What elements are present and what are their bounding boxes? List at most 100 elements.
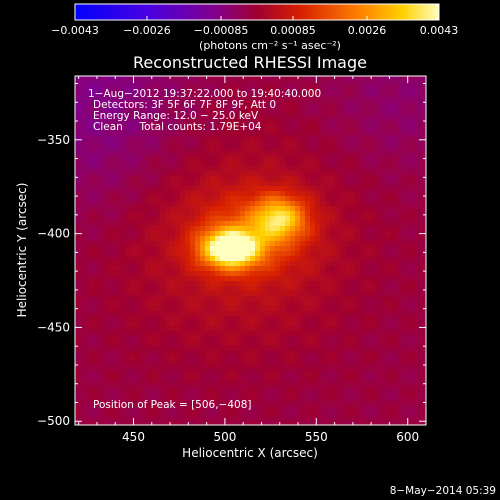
- heatmap-cell: [395, 186, 400, 191]
- heatmap-cell: [220, 391, 225, 396]
- heatmap-cell: [340, 336, 345, 341]
- heatmap-cell: [305, 346, 310, 351]
- heatmap-cell: [220, 311, 225, 316]
- heatmap-cell: [215, 356, 220, 361]
- heatmap-cell: [185, 96, 190, 101]
- heatmap-cell: [90, 331, 95, 336]
- heatmap-cell: [250, 321, 255, 326]
- heatmap-cell: [165, 276, 170, 281]
- heatmap-cell: [90, 381, 95, 386]
- heatmap-cell: [350, 396, 355, 401]
- heatmap-cell: [405, 176, 410, 181]
- heatmap-cell: [205, 121, 210, 126]
- heatmap-cell: [375, 331, 380, 336]
- heatmap-cell: [415, 421, 420, 425]
- heatmap-cell: [255, 241, 260, 246]
- heatmap-cell: [310, 271, 315, 276]
- heatmap-cell: [320, 296, 325, 301]
- heatmap-cell: [280, 186, 285, 191]
- heatmap-cell: [180, 146, 185, 151]
- heatmap-cell: [235, 91, 240, 96]
- heatmap-cell: [365, 206, 370, 211]
- heatmap-cell: [110, 201, 115, 206]
- heatmap-cell: [105, 166, 110, 171]
- heatmap-cell: [285, 241, 290, 246]
- heatmap-cell: [305, 241, 310, 246]
- heatmap-cell: [300, 411, 305, 416]
- heatmap-cell: [185, 206, 190, 211]
- heatmap-cell: [150, 376, 155, 381]
- heatmap-cell: [415, 266, 420, 271]
- heatmap-cell: [250, 361, 255, 366]
- heatmap-cell: [135, 416, 140, 421]
- heatmap-cell: [355, 251, 360, 256]
- heatmap-cell: [95, 251, 100, 256]
- heatmap-cell: [175, 306, 180, 311]
- heatmap-cell: [250, 161, 255, 166]
- heatmap-cell: [235, 201, 240, 206]
- heatmap-cell: [385, 236, 390, 241]
- heatmap-cell: [80, 346, 85, 351]
- heatmap-cell: [305, 331, 310, 336]
- heatmap-cell: [170, 331, 175, 336]
- heatmap-cell: [140, 276, 145, 281]
- heatmap-cell: [85, 211, 90, 216]
- heatmap-cell: [420, 411, 425, 416]
- heatmap-cell: [80, 246, 85, 251]
- heatmap-cell: [365, 351, 370, 356]
- heatmap-cell: [285, 311, 290, 316]
- heatmap-cell: [190, 121, 195, 126]
- heatmap-cell: [190, 106, 195, 111]
- heatmap-cell: [85, 351, 90, 356]
- heatmap-cell: [310, 321, 315, 326]
- heatmap-cell: [230, 266, 235, 271]
- heatmap-cell: [355, 166, 360, 171]
- heatmap-cell: [375, 351, 380, 356]
- heatmap-cell: [75, 141, 80, 146]
- heatmap-cell: [310, 266, 315, 271]
- heatmap-cell: [150, 346, 155, 351]
- heatmap-cell: [275, 226, 280, 231]
- heatmap-cell: [310, 186, 315, 191]
- heatmap-cell: [250, 316, 255, 321]
- heatmap-cell: [220, 381, 225, 386]
- heatmap-cell: [130, 161, 135, 166]
- heatmap-cell: [180, 361, 185, 366]
- heatmap-cell: [280, 126, 285, 131]
- heatmap-cell: [325, 126, 330, 131]
- heatmap-cell: [335, 321, 340, 326]
- heatmap-cell: [220, 316, 225, 321]
- heatmap-cell: [330, 166, 335, 171]
- heatmap-cell: [305, 141, 310, 146]
- heatmap-cell: [345, 396, 350, 401]
- heatmap-cell: [225, 161, 230, 166]
- heatmap-cell: [330, 366, 335, 371]
- heatmap-cell: [75, 346, 80, 351]
- heatmap-cell: [270, 146, 275, 151]
- heatmap-cell: [410, 111, 415, 116]
- heatmap-cell: [270, 126, 275, 131]
- heatmap-cell: [180, 221, 185, 226]
- heatmap-cell: [205, 326, 210, 331]
- heatmap-cell: [360, 336, 365, 341]
- heatmap-cell: [295, 81, 300, 86]
- heatmap-cell: [285, 111, 290, 116]
- heatmap-cell: [185, 286, 190, 291]
- heatmap-cell: [340, 241, 345, 246]
- heatmap-cell: [145, 106, 150, 111]
- heatmap-cell: [115, 121, 120, 126]
- heatmap-cell: [155, 361, 160, 366]
- heatmap-cell: [350, 136, 355, 141]
- heatmap-cell: [215, 381, 220, 386]
- heatmap-cell: [345, 341, 350, 346]
- heatmap-cell: [115, 336, 120, 341]
- heatmap-cell: [120, 296, 125, 301]
- heatmap-cell: [190, 326, 195, 331]
- heatmap-cell: [80, 226, 85, 231]
- heatmap-cell: [410, 196, 415, 201]
- heatmap-cell: [100, 331, 105, 336]
- heatmap-cell: [260, 266, 265, 271]
- heatmap-cell: [145, 211, 150, 216]
- heatmap-cell: [145, 356, 150, 361]
- heatmap-cell: [115, 341, 120, 346]
